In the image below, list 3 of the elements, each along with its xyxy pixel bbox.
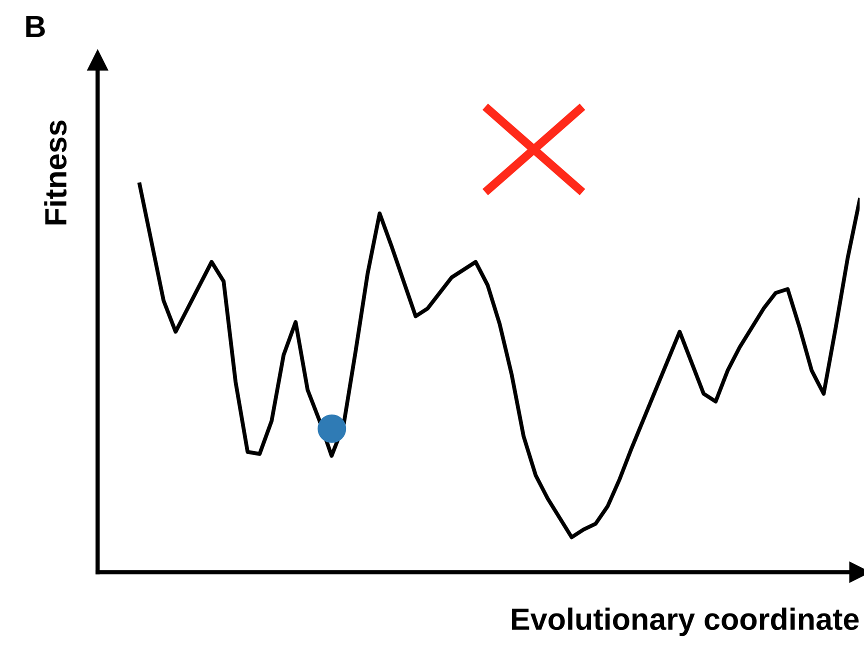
text: B [26,16,45,38]
y-axis-title: Fitness [44,120,67,224]
x-axis-title: Evolutionary coordinate [512,608,859,636]
